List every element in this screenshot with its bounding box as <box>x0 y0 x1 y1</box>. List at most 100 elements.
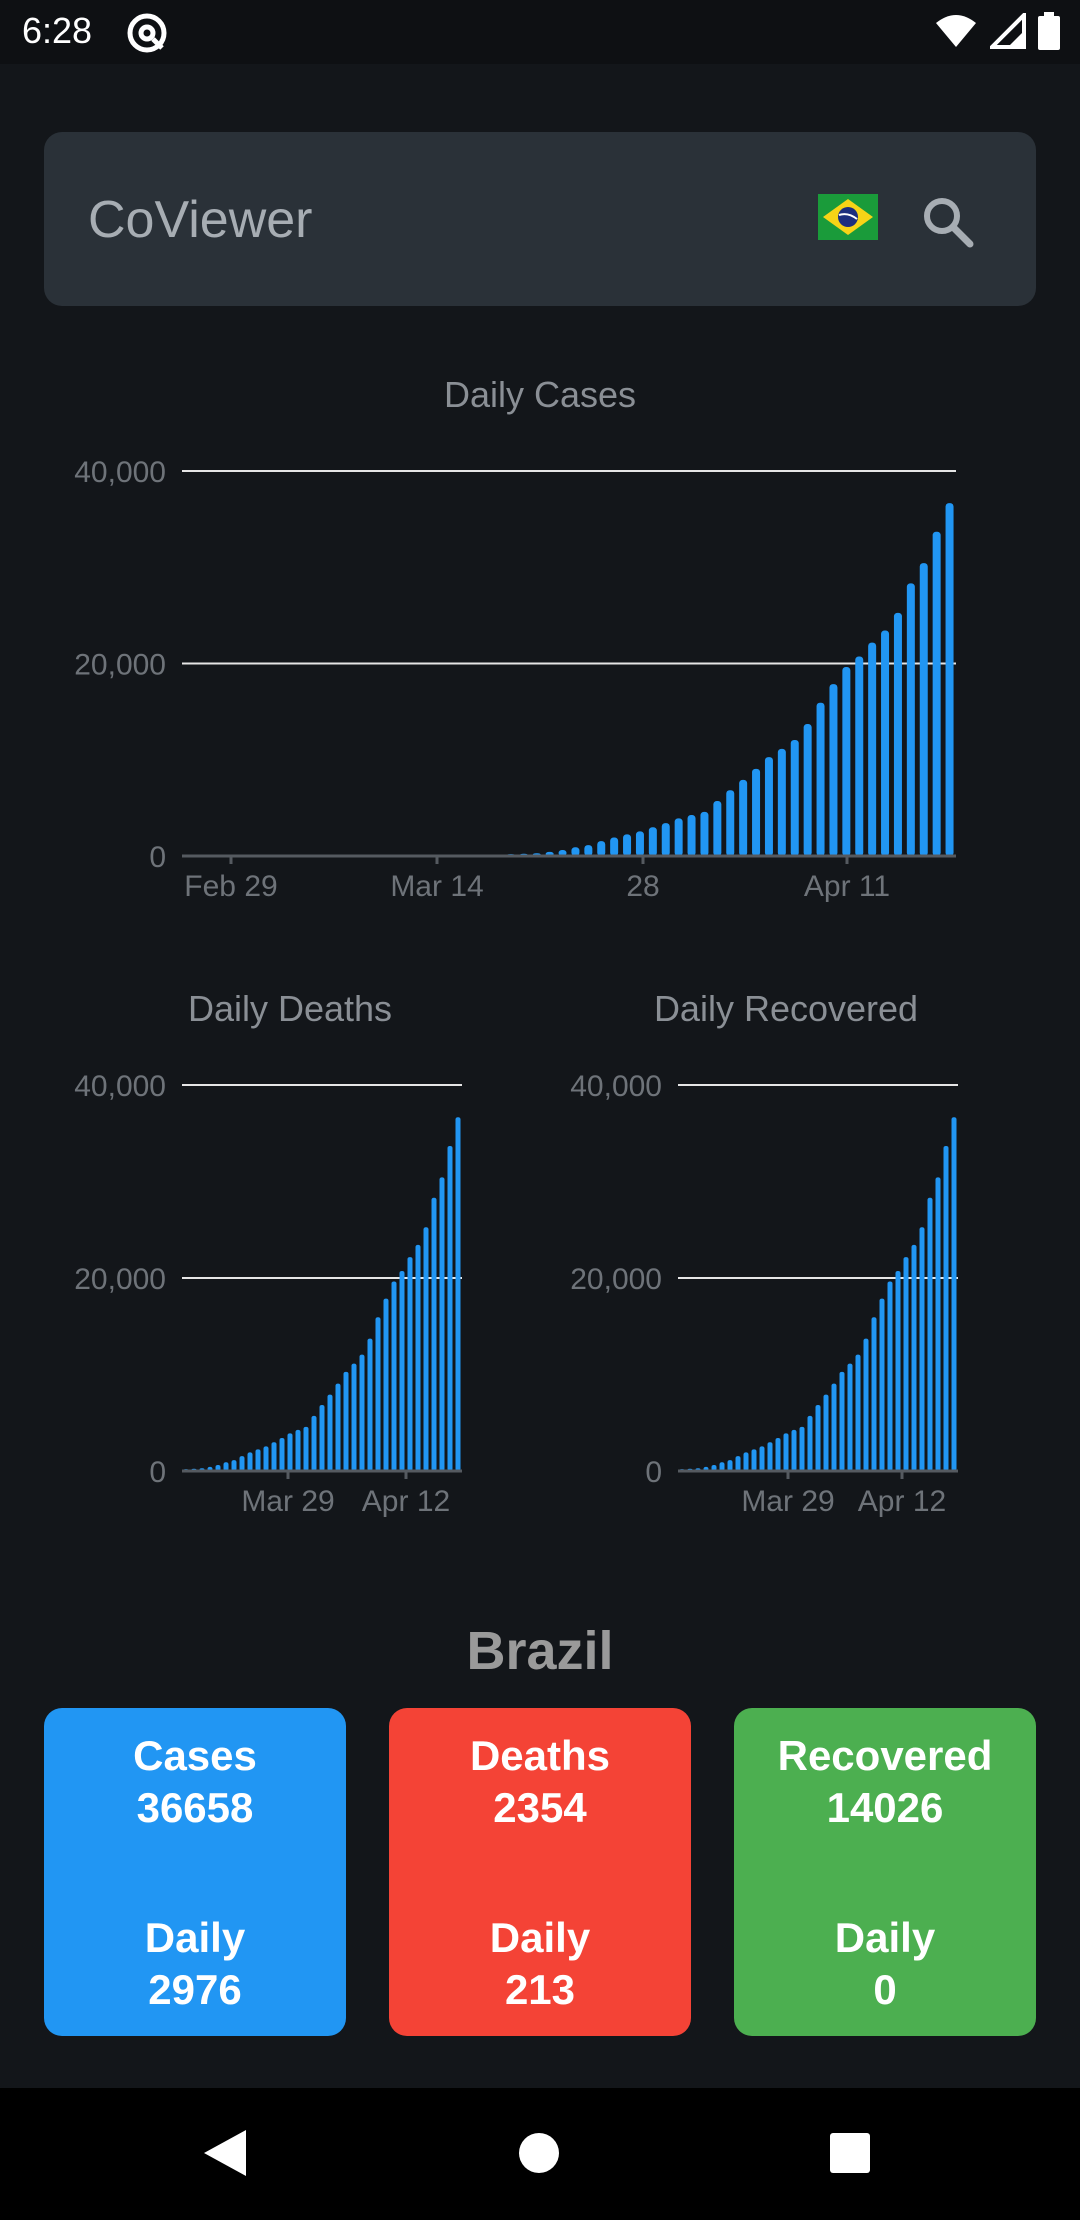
bar <box>823 1394 829 1471</box>
bar <box>383 1298 389 1471</box>
signal-icon <box>990 13 1026 49</box>
status-bar: 6:28 <box>0 0 1080 64</box>
cases-card: Cases 36658 Daily 2976 <box>44 1708 346 2036</box>
back-triangle-icon[interactable] <box>202 2128 248 2178</box>
y-tick-label: 40,000 <box>74 1070 166 1103</box>
bar <box>739 779 748 856</box>
bar <box>635 831 644 856</box>
status-icons <box>934 12 1060 50</box>
recovered-card: Recovered 14026 Daily 0 <box>734 1708 1036 2036</box>
bar <box>927 1197 933 1471</box>
bar <box>343 1371 349 1471</box>
bar <box>919 1227 925 1471</box>
bar <box>803 723 812 856</box>
bar <box>783 1433 789 1471</box>
bar <box>791 1429 797 1471</box>
recents-square-icon[interactable] <box>829 2132 871 2174</box>
bar <box>700 811 709 856</box>
app-title: CoViewer <box>88 191 313 249</box>
country-name: Brazil <box>466 1621 614 1681</box>
bar <box>719 1462 725 1471</box>
bar <box>311 1415 317 1471</box>
bar <box>887 1281 893 1471</box>
bar <box>255 1449 261 1471</box>
bar <box>871 1317 877 1471</box>
bar <box>751 1449 757 1471</box>
x-tick-label: Mar 29 <box>241 1485 334 1518</box>
bar <box>777 748 786 856</box>
bar <box>303 1426 309 1471</box>
bar <box>752 768 761 856</box>
daily-recovered-title: Daily Recovered <box>653 988 919 1029</box>
bar <box>816 702 825 856</box>
bar <box>661 823 670 856</box>
daily-deaths-chart: 40,000 20,000 0 Mar 29 Apr 12 <box>74 1070 462 1518</box>
bar <box>906 583 915 856</box>
bar <box>842 666 851 856</box>
app-search-bar[interactable]: CoViewer <box>44 132 1036 306</box>
bar <box>271 1442 277 1471</box>
bar <box>674 818 683 856</box>
bar <box>799 1426 805 1471</box>
bar <box>623 834 632 856</box>
deaths-daily-value: 213 <box>504 1966 576 2013</box>
bar <box>759 1446 765 1471</box>
bar <box>597 841 606 856</box>
battery-icon <box>1038 12 1060 50</box>
cases-daily-label: Daily <box>144 1914 246 1961</box>
daily-cases-title: Daily Cases <box>443 374 637 415</box>
bar <box>407 1257 413 1471</box>
bar <box>893 612 902 856</box>
bar <box>775 1438 781 1471</box>
bar <box>231 1460 237 1471</box>
bar <box>648 827 657 856</box>
at-sign-icon <box>127 13 167 53</box>
x-tick-label: Feb 29 <box>184 870 277 903</box>
bar <box>903 1257 909 1471</box>
bar <box>713 800 722 856</box>
bar <box>743 1452 749 1471</box>
recovered-daily-value: 0 <box>873 1966 897 2013</box>
daily-cases-chart: 40,000 20,000 0 Feb 29 Mar 14 28 Apr 11 <box>74 456 956 903</box>
x-tick-label: 28 <box>626 870 659 903</box>
y-tick-label: 0 <box>149 1456 166 1489</box>
bar <box>932 531 941 856</box>
bar <box>423 1227 429 1471</box>
bar <box>807 1415 813 1471</box>
bar <box>239 1456 245 1471</box>
bar <box>571 847 580 856</box>
recovered-daily-label: Daily <box>834 1914 936 1961</box>
deaths-total: 2354 <box>493 1784 587 1831</box>
bar <box>879 1298 885 1471</box>
bar <box>895 1270 901 1471</box>
bar <box>367 1338 373 1471</box>
daily-deaths-title: Daily Deaths <box>187 988 393 1029</box>
bar <box>831 1383 837 1471</box>
deaths-card: Deaths 2354 Daily 213 <box>389 1708 691 2036</box>
brazil-flag-icon[interactable] <box>818 194 878 240</box>
bar <box>584 845 593 856</box>
status-time: 6:28 <box>22 10 93 51</box>
bar <box>881 630 890 856</box>
bar <box>943 1145 949 1471</box>
bar <box>439 1177 445 1471</box>
bar <box>855 1354 861 1471</box>
search-icon[interactable] <box>918 192 978 252</box>
home-circle-icon[interactable] <box>518 2132 560 2174</box>
bar <box>726 790 735 856</box>
bar <box>399 1270 405 1471</box>
bar <box>279 1438 285 1471</box>
bar <box>815 1405 821 1471</box>
bar <box>868 642 877 856</box>
bar <box>327 1394 333 1471</box>
bar <box>727 1460 733 1471</box>
bar <box>335 1383 341 1471</box>
bar <box>839 1371 845 1471</box>
navigation-bar <box>0 2088 1080 2220</box>
bar <box>945 503 954 856</box>
y-tick-label: 40,000 <box>74 456 166 489</box>
x-tick-label: Mar 14 <box>390 870 483 903</box>
bar <box>863 1338 869 1471</box>
bar <box>247 1452 253 1471</box>
bar <box>295 1429 301 1471</box>
